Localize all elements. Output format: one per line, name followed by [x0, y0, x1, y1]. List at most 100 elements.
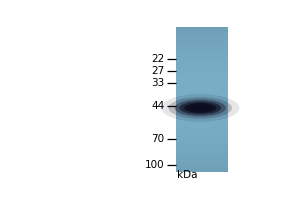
Bar — [176, 169, 228, 170]
Bar — [176, 73, 228, 74]
Bar — [176, 123, 228, 124]
Bar — [176, 45, 228, 46]
Bar — [176, 46, 228, 47]
Bar — [176, 39, 228, 40]
Bar — [176, 132, 228, 133]
Bar — [176, 64, 228, 65]
Bar — [176, 140, 228, 141]
Bar — [176, 71, 228, 72]
Bar — [176, 158, 228, 159]
Bar — [176, 28, 228, 29]
Ellipse shape — [161, 94, 239, 122]
Bar — [176, 106, 228, 107]
Bar — [176, 126, 228, 127]
Bar — [176, 119, 228, 120]
Bar — [176, 134, 228, 135]
Bar — [176, 96, 228, 97]
Bar — [176, 156, 228, 157]
Ellipse shape — [189, 104, 211, 111]
Bar — [176, 97, 228, 98]
Bar — [176, 125, 228, 126]
Bar — [176, 33, 228, 34]
Bar — [176, 142, 228, 143]
Bar — [176, 146, 228, 147]
Bar — [176, 108, 228, 109]
Bar — [176, 168, 228, 169]
Bar — [176, 159, 228, 160]
Text: 22: 22 — [151, 54, 164, 64]
Bar — [176, 29, 228, 30]
Bar — [176, 171, 228, 172]
Bar — [176, 77, 228, 78]
Bar — [176, 98, 228, 99]
Bar — [176, 103, 228, 104]
Bar — [176, 131, 228, 132]
Bar — [176, 95, 228, 96]
Text: 33: 33 — [151, 78, 164, 88]
Bar — [176, 115, 228, 116]
Bar — [176, 138, 228, 139]
Bar — [176, 164, 228, 165]
Ellipse shape — [169, 97, 232, 119]
Bar — [176, 44, 228, 45]
Bar — [176, 170, 228, 171]
Bar — [176, 86, 228, 87]
Bar — [176, 144, 228, 145]
Bar — [176, 83, 228, 84]
Bar — [176, 154, 228, 155]
Bar — [176, 105, 228, 106]
Bar — [176, 55, 228, 56]
Ellipse shape — [179, 101, 221, 114]
Bar — [176, 70, 228, 71]
Bar — [176, 62, 228, 63]
Bar — [176, 58, 228, 59]
Bar — [176, 79, 228, 80]
Bar — [176, 160, 228, 161]
Bar — [176, 130, 228, 131]
Ellipse shape — [175, 99, 226, 116]
Bar — [176, 53, 228, 54]
Bar — [176, 143, 228, 144]
Bar — [176, 153, 228, 154]
Bar — [176, 149, 228, 150]
Bar — [176, 150, 228, 151]
Bar — [176, 61, 228, 62]
Bar — [176, 43, 228, 44]
Bar — [176, 135, 228, 136]
Bar — [176, 41, 228, 42]
Bar — [176, 124, 228, 125]
Bar — [176, 69, 228, 70]
Bar — [176, 117, 228, 118]
Text: 100: 100 — [145, 160, 164, 170]
Bar — [176, 128, 228, 129]
Bar — [176, 87, 228, 88]
Bar — [176, 54, 228, 55]
Bar — [176, 78, 228, 79]
Bar — [176, 114, 228, 115]
Bar — [176, 113, 228, 114]
Text: 27: 27 — [151, 66, 164, 76]
Bar — [176, 74, 228, 75]
Bar — [176, 80, 228, 81]
Bar — [176, 137, 228, 138]
Bar — [176, 72, 228, 73]
Bar — [176, 136, 228, 137]
Bar — [176, 48, 228, 49]
Bar — [176, 166, 228, 167]
Bar — [176, 107, 228, 108]
Bar — [176, 102, 228, 103]
Bar — [176, 165, 228, 166]
Bar — [176, 151, 228, 152]
Ellipse shape — [184, 103, 216, 113]
Bar — [176, 94, 228, 95]
Bar — [176, 148, 228, 149]
Bar — [176, 31, 228, 32]
Bar — [176, 120, 228, 121]
Text: 70: 70 — [151, 134, 164, 144]
Bar — [176, 81, 228, 82]
Bar — [176, 116, 228, 117]
Bar — [176, 57, 228, 58]
Bar — [176, 60, 228, 61]
Bar — [176, 47, 228, 48]
Bar — [176, 37, 228, 38]
